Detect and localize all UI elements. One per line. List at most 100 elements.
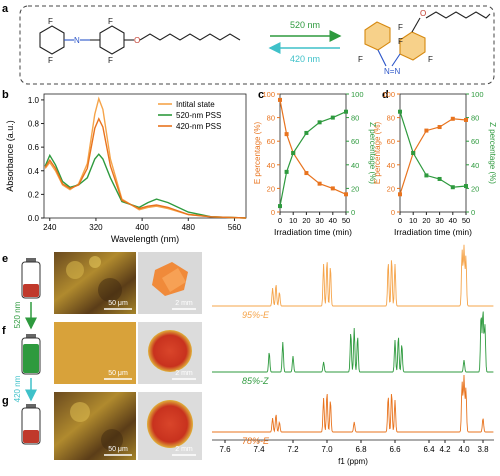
macro-e: 2 mm: [138, 252, 202, 314]
panel-label-f: f: [2, 325, 6, 337]
plot-frame: [279, 93, 347, 213]
data-point: [398, 109, 402, 114]
x-tick-label: 20: [302, 216, 310, 225]
scale-bar-label: 50 μm: [108, 300, 128, 307]
x-tick-label: 240: [43, 223, 57, 232]
y-axis-label-left: E percentage (%): [253, 122, 262, 185]
scale-bar-label: 2 mm: [175, 300, 193, 307]
micrograph-e: 50 μm: [54, 252, 136, 314]
legend-label: Intital state: [176, 100, 215, 109]
plot-frame: [399, 93, 467, 213]
data-point: [284, 132, 289, 137]
scale-bar-label: 2 mm: [175, 370, 193, 377]
panel-label-e: e: [2, 253, 8, 265]
vial-e: [21, 258, 41, 299]
x-tick-label: 3.8: [477, 445, 489, 454]
x-tick-label: 10: [289, 216, 297, 225]
macro-g: 2 mm: [138, 392, 202, 460]
atom-F: F: [398, 37, 403, 46]
y-axis-label: Absorbance (a.u.): [5, 120, 15, 192]
scale-bar-label: 50 μm: [108, 446, 128, 453]
data-point: [464, 184, 468, 189]
x-tick-label: 4.2: [439, 445, 451, 454]
y-tick-label: 0.0: [28, 214, 40, 223]
nmr-spectra: 7.6 7.4 7.2 7.0 6.8 6.6 6.4 4.2 4.0 3.8 f1 (ppm) 95…: [212, 244, 494, 466]
y-tick-label-left: 100: [382, 90, 395, 99]
x-tick-label: 7.0: [321, 445, 333, 454]
x-tick-label: 20: [422, 216, 430, 225]
x-tick-label: 560: [228, 223, 242, 232]
y-tick-label: 0.8: [28, 120, 40, 129]
y-tick-label-right: 60: [471, 137, 479, 146]
y-tick-label-left: 0: [271, 208, 275, 217]
data-point: [464, 117, 468, 122]
y-tick-label-right: 0: [471, 208, 475, 217]
atom-O: O: [134, 36, 140, 45]
series-line: [399, 118, 467, 195]
y-tick-label-right: 20: [471, 184, 479, 193]
x-tick-label: 400: [135, 223, 149, 232]
y-tick-label-left: 0: [391, 208, 395, 217]
atom-F: F: [398, 23, 403, 32]
x-tick-label: 320: [89, 223, 103, 232]
data-point: [278, 97, 282, 102]
x-axis-label: f1 (ppm): [338, 457, 368, 466]
data-point: [450, 116, 455, 121]
series-line: [44, 153, 247, 219]
panel-label-a: a: [2, 3, 9, 15]
data-point: [291, 151, 296, 155]
x-tick-label: 30: [435, 216, 443, 225]
data-point: [450, 185, 455, 190]
nmr-trace-label: 95%-E: [242, 310, 270, 320]
atom-F: F: [358, 55, 363, 64]
y-tick-label-left: 40: [267, 161, 275, 170]
y-tick-label-right: 60: [351, 137, 359, 146]
y-tick-label-right: 40: [351, 161, 359, 170]
nmr-trace-label: 85%-Z: [242, 376, 269, 386]
data-point: [330, 186, 335, 191]
x-tick-label: 0: [398, 216, 402, 225]
y-axis-label-right: Z percentage (%): [368, 122, 377, 184]
panel-label-g: g: [2, 395, 9, 407]
data-point: [304, 171, 309, 176]
atom-N: N: [74, 36, 80, 45]
x-tick-label: 50: [462, 216, 470, 225]
x-tick-label: 10: [409, 216, 417, 225]
x-tick-label: 40: [449, 216, 457, 225]
macro-f: 2 mm: [138, 322, 202, 384]
atom-F: F: [48, 56, 53, 65]
series-line: [279, 99, 347, 195]
y-tick-label-left: 80: [267, 114, 275, 123]
data-point: [278, 204, 282, 209]
micrograph-g: 50 μm: [54, 392, 136, 460]
series-line: [44, 96, 247, 219]
x-tick-label: 50: [342, 216, 350, 225]
data-point: [317, 181, 322, 186]
y-axis-label-left: E percentage (%): [373, 122, 382, 185]
series-line: [44, 117, 247, 219]
x-tick-label: 6.4: [423, 445, 435, 454]
y-tick-label: 0.4: [28, 167, 40, 176]
x-tick-label: 40: [329, 216, 337, 225]
x-tick-label: 7.4: [253, 445, 265, 454]
cis-azobenzene: [364, 11, 491, 67]
micrograph-f: 50 μm: [54, 322, 136, 384]
data-point: [304, 130, 309, 135]
atom-F: F: [428, 55, 433, 64]
data-point: [398, 192, 402, 197]
data-point: [317, 120, 322, 125]
chart-b-absorbance: 240 320 400 480 560 0.0 0.2 0.4 0.6 0.8 1.0 Wavelen…: [5, 93, 247, 244]
atom-F: F: [48, 17, 53, 26]
forward-label: 520 nm: [290, 20, 320, 30]
y-tick-label-right: 100: [471, 90, 484, 99]
data-point: [437, 125, 442, 130]
y-tick-label-left: 40: [387, 161, 395, 170]
series-line: [279, 111, 347, 207]
y-tick-label: 1.0: [28, 96, 40, 105]
y-tick-label-left: 60: [387, 137, 395, 146]
trans-azobenzene: [39, 25, 241, 55]
arrow-520-label: 520 nm: [13, 301, 22, 328]
x-tick-label: 7.6: [219, 445, 231, 454]
data-point: [284, 169, 289, 174]
